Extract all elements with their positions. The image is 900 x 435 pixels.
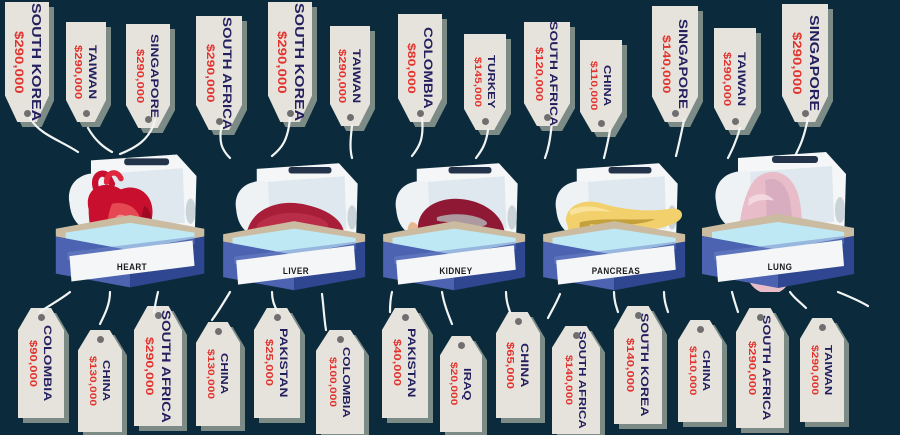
price-tag[interactable]: TAIWAN $290,000 bbox=[714, 28, 761, 135]
tag-eyelet-icon bbox=[731, 118, 739, 125]
price-tag[interactable]: CHINA $130,000 bbox=[78, 330, 127, 435]
organ-transport-cooler[interactable]: LIVER bbox=[212, 152, 380, 294]
tag-eyelet-icon bbox=[82, 110, 90, 117]
price-tag[interactable]: CHINA $130,000 bbox=[196, 322, 245, 431]
cooler-box bbox=[55, 215, 205, 288]
tag-paper bbox=[782, 4, 828, 122]
tag-paper bbox=[196, 16, 242, 130]
price-tag[interactable]: PAKISTAN $40,000 bbox=[382, 308, 433, 423]
price-tag[interactable]: TAIWAN $290,000 bbox=[800, 318, 849, 427]
tag-paper bbox=[580, 40, 622, 132]
tag-paper bbox=[268, 2, 312, 122]
tag-paper bbox=[800, 318, 844, 422]
tag-paper bbox=[196, 322, 240, 426]
tag-paper bbox=[398, 14, 442, 122]
price-tag[interactable]: SOUTH KOREA $290,000 bbox=[5, 2, 54, 127]
tag-paper bbox=[652, 6, 698, 122]
tag-eyelet-icon bbox=[144, 116, 152, 123]
price-tag[interactable]: SOUTH AFRICA $290,000 bbox=[196, 16, 247, 135]
tag-paper bbox=[524, 22, 570, 126]
cooler-box bbox=[543, 221, 686, 291]
tag-paper bbox=[736, 308, 784, 428]
tag-eyelet-icon bbox=[215, 118, 223, 125]
tag-paper bbox=[552, 326, 600, 434]
price-tag[interactable]: SOUTH AFRICA $290,000 bbox=[134, 306, 187, 431]
price-tag[interactable]: COLOMBIA $90,000 bbox=[18, 308, 69, 423]
tag-eyelet-icon bbox=[696, 326, 704, 333]
cooler-illustration bbox=[383, 163, 526, 291]
tag-paper bbox=[66, 22, 106, 122]
tag-paper bbox=[126, 24, 170, 128]
price-tag[interactable]: PAKISTAN $25,000 bbox=[254, 308, 305, 423]
tag-eyelet-icon bbox=[273, 314, 281, 321]
price-tag[interactable]: CHINA $65,000 bbox=[496, 312, 545, 423]
organ-transport-cooler[interactable]: KIDNEY bbox=[372, 152, 540, 294]
organ-transport-cooler[interactable]: PANCREAS bbox=[532, 152, 700, 294]
price-tag[interactable]: COLOMBIA $100,000 bbox=[316, 330, 369, 435]
tag-paper bbox=[678, 320, 722, 422]
cooler-box bbox=[223, 221, 366, 291]
tag-paper bbox=[440, 336, 482, 432]
organ-transport-cooler[interactable]: LUNG bbox=[694, 140, 866, 292]
tag-eyelet-icon bbox=[37, 314, 45, 321]
organ-transport-cooler[interactable]: HEART bbox=[48, 142, 216, 292]
price-tag[interactable]: CHINA $110,000 bbox=[678, 320, 727, 427]
tag-eyelet-icon bbox=[346, 114, 354, 121]
price-tag[interactable]: SOUTH AFRICA $290,000 bbox=[736, 308, 789, 433]
tag-eyelet-icon bbox=[801, 110, 809, 117]
price-tag[interactable]: COLOMBIA $80,000 bbox=[398, 14, 447, 127]
price-tag[interactable]: SINGAPORE $290,000 bbox=[782, 4, 833, 127]
tag-eyelet-icon bbox=[543, 114, 551, 121]
price-tag[interactable]: SOUTH AFRICA $140,000 bbox=[552, 326, 605, 435]
cooler-illustration bbox=[55, 154, 205, 288]
tag-paper bbox=[614, 306, 662, 424]
tag-paper bbox=[714, 28, 756, 130]
cooler-illustration bbox=[543, 163, 686, 291]
tag-paper bbox=[18, 308, 64, 418]
price-tag[interactable]: SOUTH AFRICA $120,000 bbox=[524, 21, 575, 131]
price-tag[interactable]: TURKEY $145,000 bbox=[464, 34, 511, 135]
tag-eyelet-icon bbox=[597, 120, 605, 127]
tag-paper bbox=[134, 306, 182, 426]
tag-eyelet-icon bbox=[96, 336, 104, 343]
tag-eyelet-icon bbox=[401, 314, 409, 321]
tag-paper bbox=[496, 312, 540, 418]
cooler-illustration bbox=[702, 152, 854, 292]
price-tag[interactable]: SOUTH KOREA $140,000 bbox=[614, 306, 667, 429]
tag-eyelet-icon bbox=[634, 312, 642, 319]
price-tag[interactable]: TAIWAN $290,000 bbox=[330, 26, 375, 131]
price-tag[interactable]: SOUTH KOREA $290,000 bbox=[268, 2, 317, 127]
tag-eyelet-icon bbox=[154, 312, 162, 319]
price-tag[interactable]: CHINA $110,000 bbox=[580, 40, 627, 137]
tag-eyelet-icon bbox=[572, 332, 580, 339]
price-tag[interactable]: TAIWAN $290,000 bbox=[66, 22, 111, 127]
tag-paper bbox=[382, 308, 428, 418]
tag-eyelet-icon bbox=[286, 110, 294, 117]
tag-paper bbox=[78, 330, 122, 432]
organ-illustration bbox=[565, 201, 683, 270]
tag-eyelet-icon bbox=[514, 318, 522, 325]
tag-paper bbox=[5, 2, 49, 122]
price-tag[interactable]: IRAQ $20,000 bbox=[440, 336, 487, 435]
tag-paper bbox=[316, 330, 364, 434]
price-tag[interactable]: SINGAPORE $290,000 bbox=[126, 24, 175, 133]
cooler-box bbox=[702, 214, 854, 288]
tag-eyelet-icon bbox=[457, 342, 465, 349]
tag-paper bbox=[254, 308, 300, 418]
cooler-illustration bbox=[223, 163, 366, 291]
tag-eyelet-icon bbox=[481, 118, 489, 125]
tag-paper bbox=[330, 26, 370, 126]
cooler-box bbox=[383, 221, 526, 291]
tag-paper bbox=[464, 34, 506, 130]
price-tag[interactable]: SINGAPORE $140,000 bbox=[652, 6, 703, 127]
tag-eyelet-icon bbox=[23, 110, 31, 117]
tag-eyelet-icon bbox=[336, 336, 344, 343]
tag-eyelet-icon bbox=[214, 328, 222, 335]
tag-eyelet-icon bbox=[416, 110, 424, 117]
tag-eyelet-icon bbox=[671, 110, 679, 117]
tag-eyelet-icon bbox=[756, 314, 764, 321]
tag-eyelet-icon bbox=[818, 324, 826, 331]
